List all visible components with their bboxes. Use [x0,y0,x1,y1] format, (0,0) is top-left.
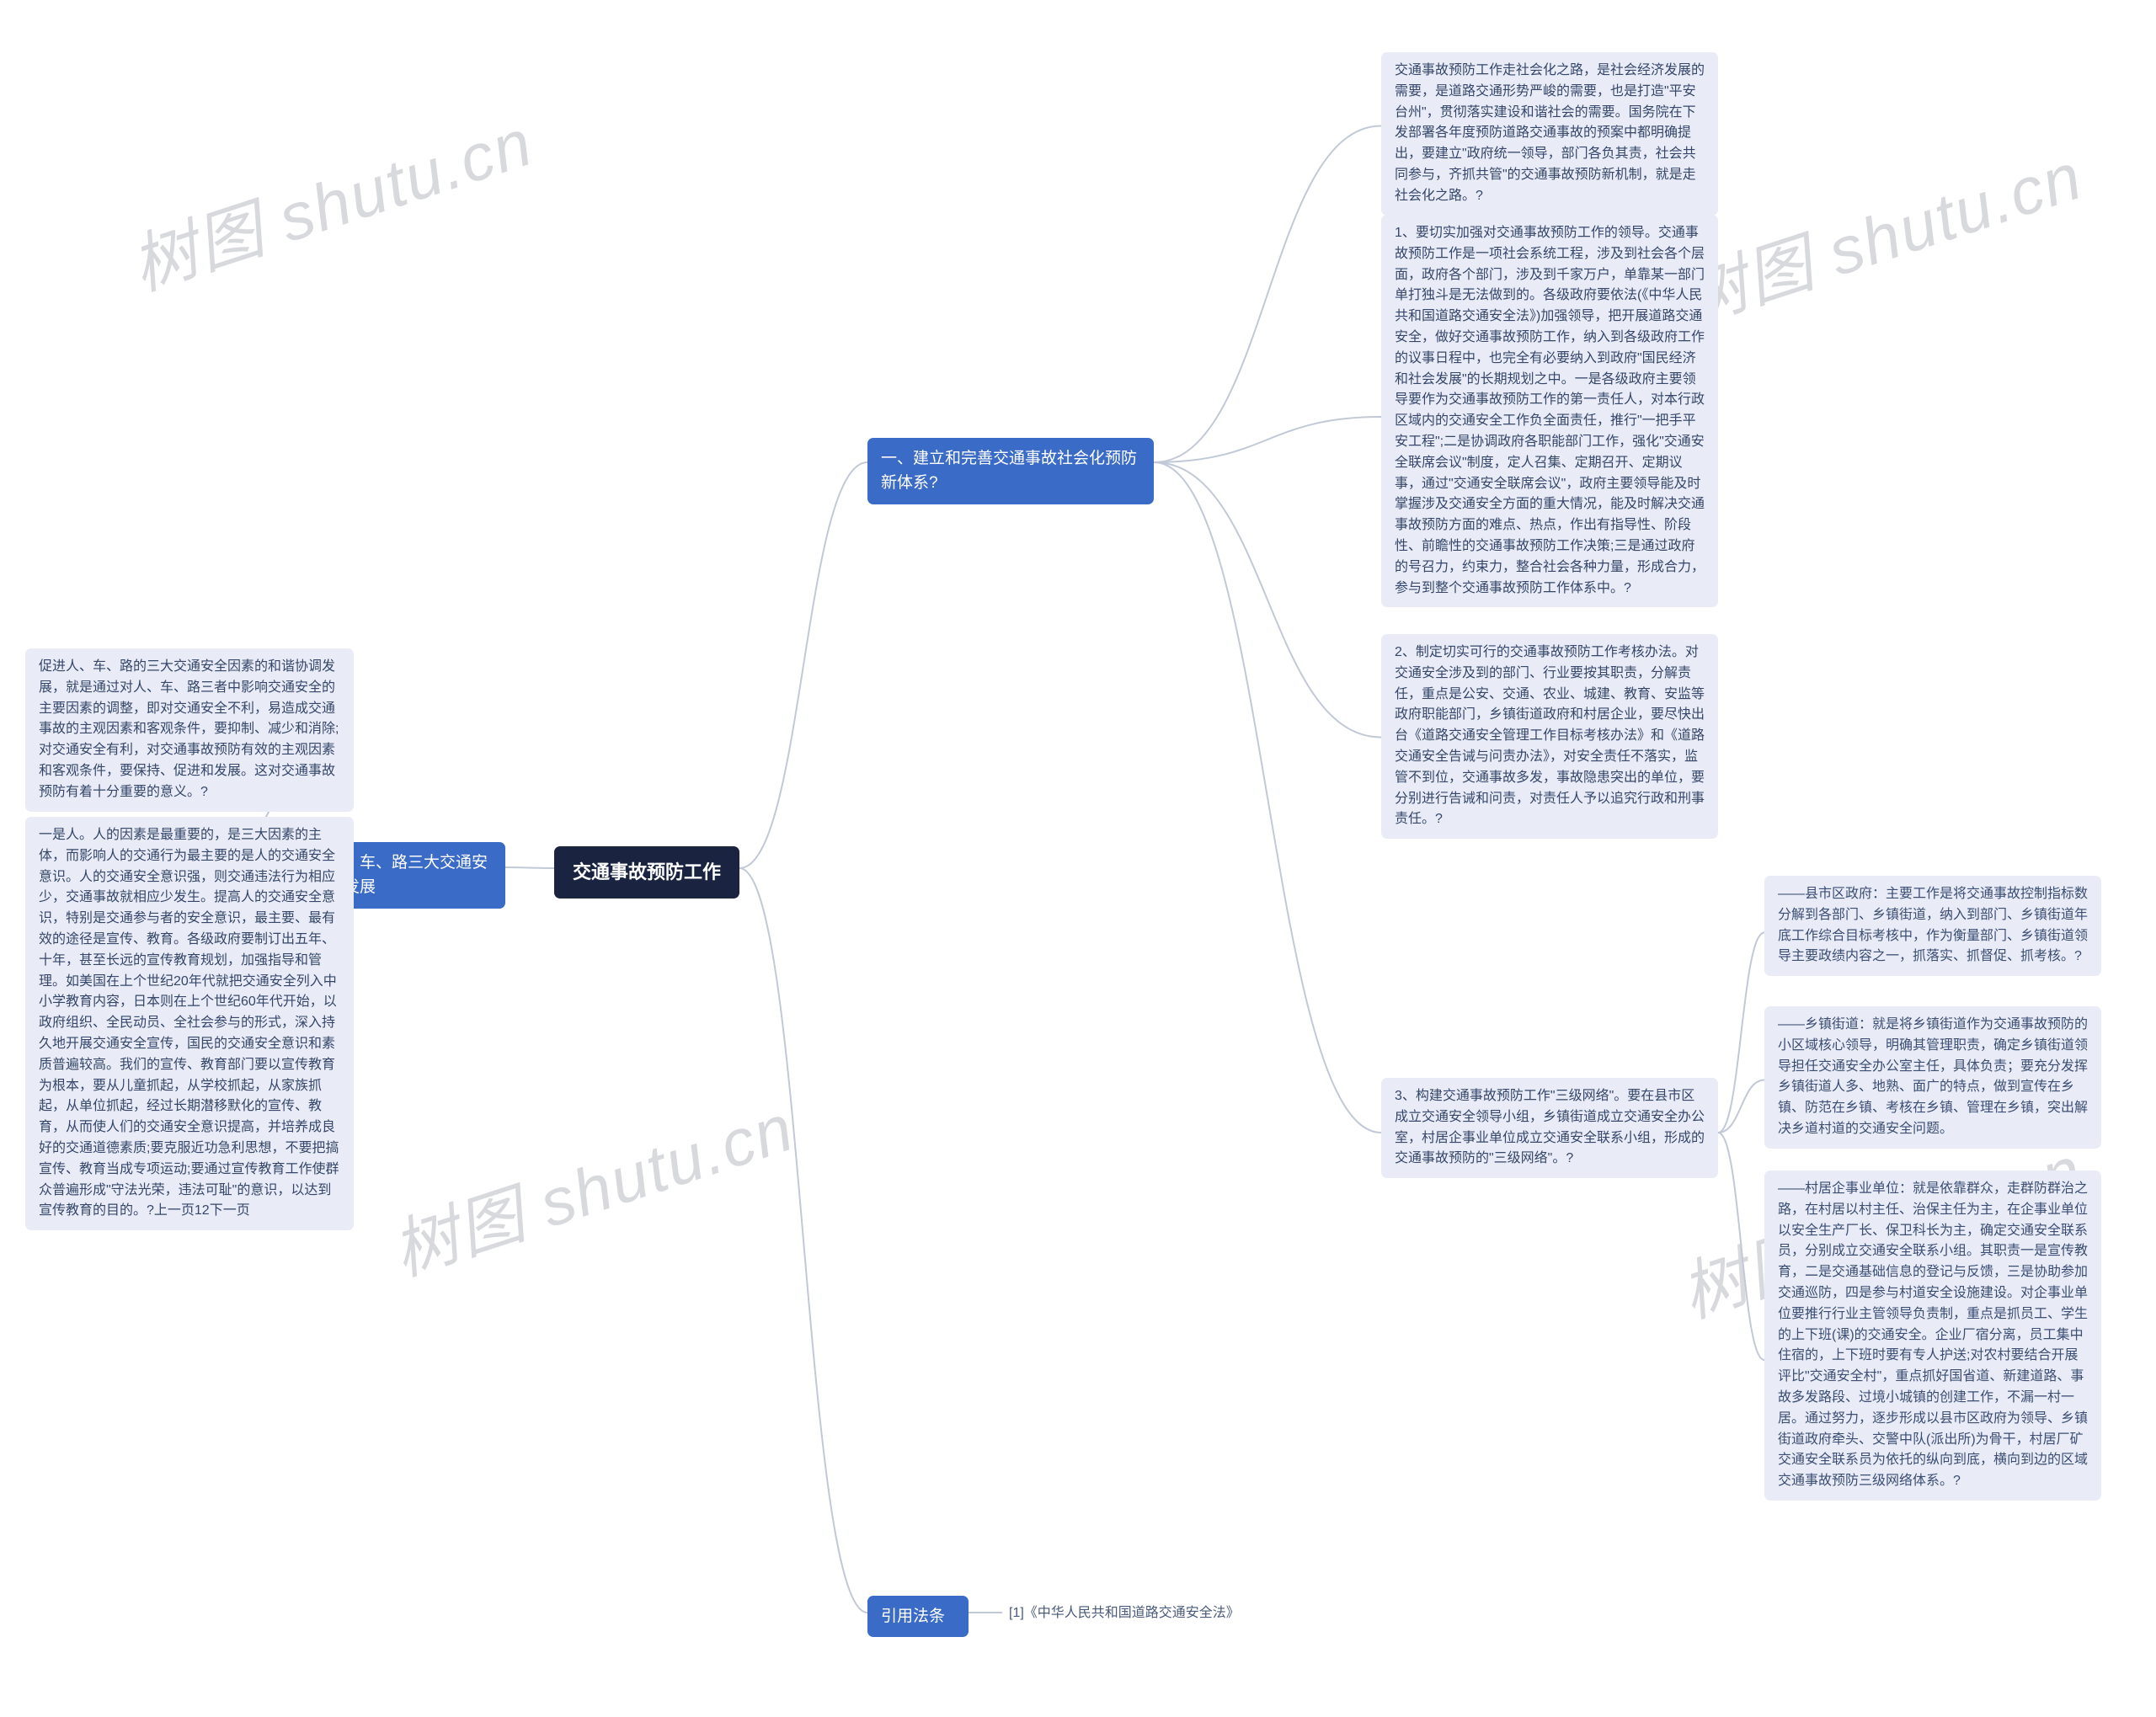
leaf-node-b2l2[interactable]: 一是人。人的因素是最重要的，是三大因素的主体，而影响人的交通行为最主要的是人的交… [25,817,354,1230]
subleaf-node-b1l4s1[interactable]: ——县市区政府：主要工作是将交通事故控制指标数分解到各部门、乡镇街道，纳入到部门… [1764,876,2101,976]
watermark: 树图 shutu.cn [379,1075,804,1293]
branch-node-b3[interactable]: 引用法条 [867,1596,969,1637]
leaf-node-b3l1[interactable]: [1]《中华人民共和国道路交通安全法》 [1002,1600,1289,1628]
root-node[interactable]: 交通事故预防工作 [554,846,739,898]
subleaf-node-b1l4s3[interactable]: ——村居企事业单位：就是依靠群众，走群防群治之路，在村居以村主任、治保主任为主，… [1764,1170,2101,1501]
subleaf-node-b1l4s2[interactable]: ——乡镇街道：就是将乡镇街道作为交通事故预防的小区域核心领导，明确其管理职责，确… [1764,1006,2101,1149]
leaf-node-b1l4[interactable]: 3、构建交通事故预防工作"三级网络"。要在县市区成立交通安全领导小组，乡镇街道成… [1381,1078,1718,1178]
mindmap-canvas: 树图 shutu.cn树图 shutu.cn树图 shutu.cn树图 shut… [0,0,2156,1717]
watermark: 树图 shutu.cn [1668,124,2093,342]
leaf-node-b1l1[interactable]: 交通事故预防工作走社会化之路，是社会经济发展的需要，是道路交通形势严峻的需要，也… [1381,52,1718,216]
leaf-node-b1l3[interactable]: 2、制定切实可行的交通事故预防工作考核办法。对交通安全涉及到的部门、行业要按其职… [1381,634,1718,839]
leaf-node-b1l2[interactable]: 1、要切实加强对交通事故预防工作的领导。交通事故预防工作是一项社会系统工程，涉及… [1381,215,1718,607]
leaf-node-b2l1[interactable]: 促进人、车、路的三大交通安全因素的和谐协调发展，就是通过对人、车、路三者中影响交… [25,648,354,812]
watermark: 树图 shutu.cn [118,90,543,308]
branch-node-b1[interactable]: 一、建立和完善交通事故社会化预防新体系? [867,438,1154,504]
